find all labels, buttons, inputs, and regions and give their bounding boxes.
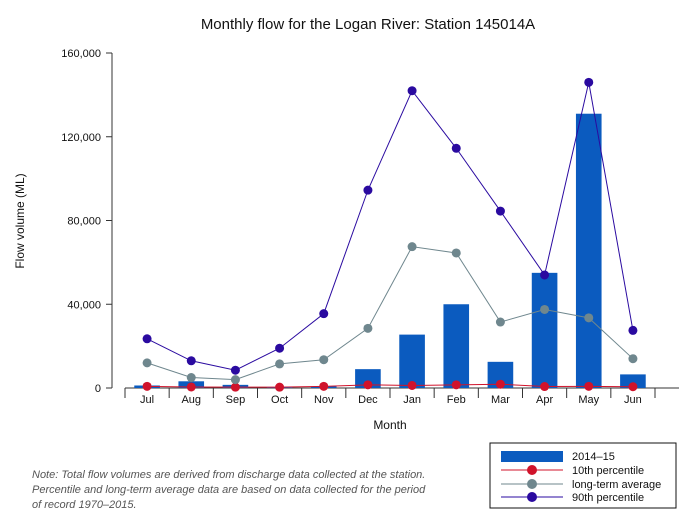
bar-apr — [531, 272, 558, 388]
legend-bar-swatch — [501, 451, 563, 462]
x-tick-label-sep: Sep — [226, 394, 246, 406]
bar-jun — [620, 374, 646, 388]
legend-avg-marker — [527, 479, 537, 489]
point-90th-percentile-mar — [495, 206, 505, 216]
point-10th-percentile-mar — [495, 379, 505, 389]
point-long-term-average-dec — [363, 323, 373, 333]
point-90th-percentile-aug — [186, 356, 196, 366]
point-90th-percentile-sep — [230, 365, 240, 375]
y-tick-label: 80,000 — [67, 216, 101, 228]
point-long-term-average-jul — [142, 358, 152, 368]
line-90th-percentile — [146, 82, 634, 371]
legend-p90-marker — [527, 492, 537, 502]
point-long-term-average-oct — [275, 359, 285, 369]
x-axis: Jul Aug Sep Oct Nov Dec Jan Feb Mar Apr May Jun — [124, 387, 679, 406]
point-long-term-average-may — [584, 313, 594, 323]
point-long-term-average-mar — [495, 317, 505, 327]
point-90th-percentile-dec — [363, 185, 373, 195]
y-tick-label: 0 — [95, 383, 101, 395]
x-tick-label-apr: Apr — [536, 394, 553, 406]
legend: 2014–15 10th percentile long-term averag… — [489, 442, 677, 509]
point-90th-percentile-apr — [540, 270, 550, 280]
point-10th-percentile-jul — [142, 381, 152, 391]
x-tick-label-feb: Feb — [447, 394, 466, 406]
bar-dec — [355, 369, 381, 388]
bar-feb — [443, 304, 470, 388]
point-10th-percentile-jun — [628, 382, 638, 392]
x-tick-label-jul: Jul — [140, 394, 154, 406]
chart-note: Note: Total flow volumes are derived fro… — [32, 469, 426, 511]
chart-title: Monthly flow for the Logan River: Statio… — [201, 16, 535, 33]
x-tick-label-nov: Nov — [314, 394, 334, 406]
point-long-term-average-feb — [451, 248, 461, 258]
x-axis-label: Month — [373, 418, 406, 432]
legend-label-2014-15: 2014–15 — [572, 451, 615, 463]
point-10th-percentile-apr — [540, 382, 550, 392]
point-90th-percentile-jun — [628, 325, 638, 335]
point-long-term-average-apr — [540, 304, 550, 314]
legend-label-90th-percentile: 90th percentile — [572, 492, 644, 504]
point-10th-percentile-jan — [407, 380, 417, 390]
point-10th-percentile-sep — [230, 382, 240, 392]
legend-label-10th-percentile: 10th percentile — [572, 465, 644, 477]
x-tick-label-aug: Aug — [181, 394, 201, 406]
legend-p10-marker — [527, 465, 537, 475]
x-tick-label-jan: Jan — [403, 394, 421, 406]
point-10th-percentile-dec — [363, 380, 373, 390]
point-long-term-average-sep — [230, 375, 240, 385]
y-axis-label: Flow volume (ML) — [13, 173, 27, 268]
line-10th-percentile — [147, 383, 633, 388]
point-90th-percentile-oct — [275, 343, 285, 353]
y-axis: 0 40,000 80,000 120,000 160,000 — [61, 48, 113, 395]
point-90th-percentile-may — [584, 77, 594, 87]
point-10th-percentile-feb — [451, 380, 461, 390]
x-tick-label-oct: Oct — [271, 394, 288, 406]
bar-may — [575, 113, 602, 388]
line-long-term-average — [146, 246, 634, 381]
point-long-term-average-jun — [628, 354, 638, 364]
point-10th-percentile-may — [584, 381, 594, 391]
point-90th-percentile-nov — [319, 309, 329, 319]
bar-jan — [399, 334, 425, 388]
x-tick-label-dec: Dec — [358, 394, 378, 406]
point-10th-percentile-nov — [319, 381, 329, 391]
point-long-term-average-nov — [319, 355, 329, 365]
y-tick-label: 160,000 — [61, 48, 101, 60]
bar-series — [134, 113, 646, 388]
x-tick-label-mar: Mar — [491, 394, 510, 406]
point-long-term-average-aug — [186, 373, 196, 383]
x-tick-label-may: May — [578, 394, 599, 406]
point-90th-percentile-jan — [407, 86, 417, 96]
y-tick-label: 120,000 — [61, 132, 101, 144]
x-tick-label-jun: Jun — [624, 394, 642, 406]
point-long-term-average-jan — [407, 242, 417, 252]
point-10th-percentile-aug — [186, 382, 196, 392]
y-tick-label: 40,000 — [67, 299, 101, 311]
point-10th-percentile-oct — [275, 382, 285, 392]
point-90th-percentile-jul — [142, 334, 152, 344]
legend-label-long-term-average: long-term average — [572, 479, 661, 491]
point-90th-percentile-feb — [451, 143, 461, 153]
line-series — [142, 77, 638, 392]
